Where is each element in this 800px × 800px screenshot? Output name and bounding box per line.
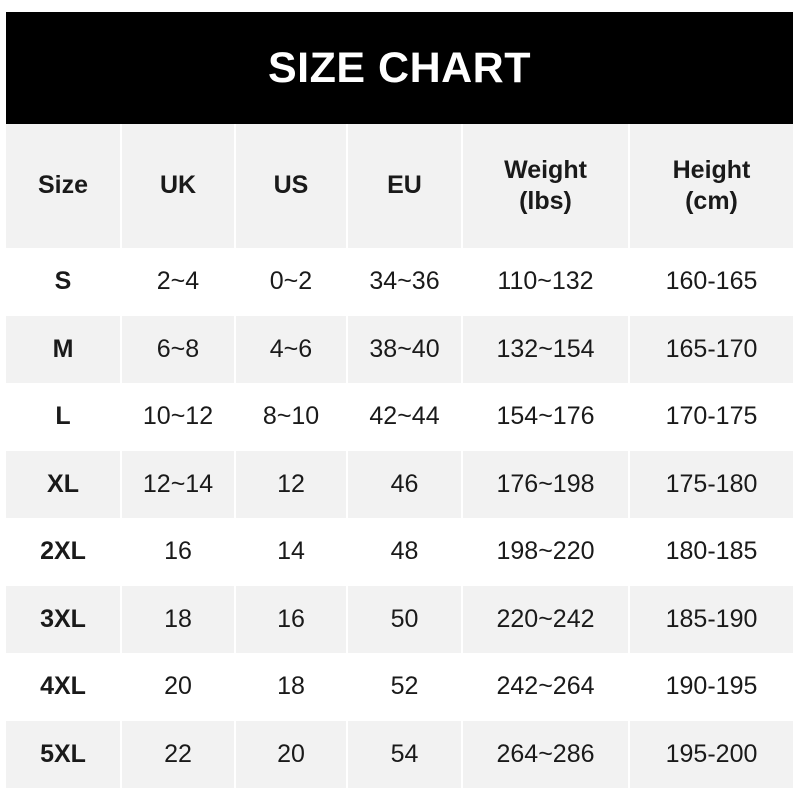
cell-weight: 242~264 [462,653,630,721]
table-row: M 6~8 4~6 38~40 132~154 165-170 [6,315,793,383]
column-header-height-unit: (cm) [685,187,738,215]
cell-size: 5XL [6,720,122,788]
cell-uk: 16 [121,518,236,586]
cell-height: 180-185 [665,537,758,565]
cell-size: 4XL [6,653,122,721]
column-header-eu: EU [347,124,463,248]
column-header-height-label: Height [672,155,751,184]
cell-eu: 34~36 [347,248,463,316]
table-header: Size UK US EU Weight (lbs) Height (cm) [6,124,793,248]
cell-eu: 48 [347,518,463,586]
cell-eu: 46 [347,450,463,518]
cell-height: 170-175 [665,402,758,430]
table-row: 2XL 16 14 48 198~220 180-185 [6,518,793,586]
chart-title-bar: SIZE CHART [6,12,793,124]
cell-weight: 264~286 [462,720,630,788]
cell-height: 175-180 [665,469,758,498]
cell-us: 8~10 [235,383,348,451]
cell-uk: 10~12 [121,383,236,451]
cell-uk: 2~4 [121,248,236,316]
table-row: S 2~4 0~2 34~36 110~132 160-165 [6,248,793,316]
column-header-weight-label: Weight [504,155,587,184]
cell-weight: 110~132 [462,248,630,316]
cell-eu: 42~44 [347,383,463,451]
cell-size: S [6,248,122,316]
column-header-size: Size [6,124,122,248]
column-header-height: Height (cm) [629,124,793,248]
cell-us: 20 [235,720,348,788]
cell-weight: 176~198 [462,450,630,518]
table-row: 5XL 22 20 54 264~286 195-200 [6,720,793,788]
cell-weight: 198~220 [462,518,630,586]
table-row: 3XL 18 16 50 220~242 185-190 [6,585,793,653]
cell-height: 160-165 [665,267,758,295]
table-body: S 2~4 0~2 34~36 110~132 160-165 M 6~8 4~6 38~40 13… [6,248,793,788]
column-header-uk: UK [121,124,236,248]
size-chart-card: SIZE CHART Size UK US EU Weight (lbs) He… [6,12,793,788]
cell-eu: 50 [347,585,463,653]
cell-eu: 54 [347,720,463,788]
cell-us: 0~2 [235,248,348,316]
cell-uk: 6~8 [121,315,236,383]
table-row: 4XL 20 18 52 242~264 190-195 [6,653,793,721]
cell-eu: 52 [347,653,463,721]
cell-us: 14 [235,518,348,586]
column-header-weight-unit: (lbs) [519,187,572,215]
cell-uk: 18 [121,585,236,653]
size-chart-table: Size UK US EU Weight (lbs) Height (cm) S… [6,124,793,788]
table-row: L 10~12 8~10 42~44 154~176 170-175 [6,383,793,451]
table-row: XL 12~14 12 46 176~198 175-180 [6,450,793,518]
cell-weight: 132~154 [462,315,630,383]
cell-size: L [6,383,122,451]
cell-size: M [6,315,122,383]
cell-us: 18 [235,653,348,721]
cell-size: 2XL [6,518,122,586]
cell-height: 190-195 [665,672,758,700]
page-title: SIZE CHART [268,43,531,92]
cell-uk: 20 [121,653,236,721]
cell-weight: 220~242 [462,585,630,653]
cell-us: 4~6 [235,315,348,383]
table-header-row: Size UK US EU Weight (lbs) Height (cm) [6,124,793,248]
cell-height: 185-190 [665,604,758,633]
cell-eu: 38~40 [347,315,463,383]
cell-height: 165-170 [665,334,758,363]
cell-weight: 154~176 [462,383,630,451]
column-header-weight: Weight (lbs) [462,124,630,248]
cell-size: 3XL [6,585,122,653]
cell-uk: 12~14 [121,450,236,518]
column-header-us: US [235,124,348,248]
cell-height: 195-200 [665,739,758,768]
cell-us: 12 [235,450,348,518]
cell-us: 16 [235,585,348,653]
cell-uk: 22 [121,720,236,788]
cell-size: XL [6,450,122,518]
